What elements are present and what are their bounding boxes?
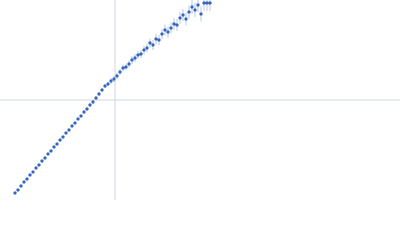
data-point [145,46,149,50]
data-point [163,28,167,32]
data-point [31,170,35,174]
data-point [157,38,161,42]
data-point [115,74,119,78]
data-point [160,32,164,36]
data-point [139,52,143,56]
data-point [205,1,209,5]
data-point [199,12,203,16]
data-point [151,43,155,47]
data-point [178,16,182,20]
data-point [130,58,134,62]
data-point [187,10,191,14]
data-point [46,152,50,156]
data-point [175,23,179,27]
data-point [133,56,137,60]
data-point [127,62,131,66]
data-point [109,79,113,83]
data-point [184,17,188,21]
data-point [79,114,83,118]
data-point [118,70,122,74]
data-point [61,135,65,139]
data-point [85,107,89,111]
chart [0,0,400,200]
data-point [40,159,44,163]
data-point [148,41,152,45]
data-point [25,177,29,181]
data-point [70,124,74,128]
data-point [94,96,98,100]
data-point [22,180,26,184]
data-point [100,88,104,92]
data-point [34,166,38,170]
data-point [43,156,47,160]
data-point [154,37,158,41]
data-point [52,145,56,149]
data-point [202,1,206,5]
data-point [13,191,17,195]
data-point [37,163,41,167]
data-point [142,48,146,52]
data-point [19,184,23,188]
data-point [97,92,101,96]
data-point [16,188,20,192]
data-point [103,84,107,88]
data-point [76,117,80,121]
data-point [190,5,194,9]
data-point [196,3,200,7]
data-point [112,77,116,81]
data-point [55,142,59,146]
data-point [73,121,77,125]
data-point [28,173,32,177]
data-point [67,128,71,132]
data-point [64,131,68,135]
data-point [49,149,53,153]
data-point [166,30,170,34]
data-point [91,100,95,104]
data-point [124,65,128,69]
data-point [136,53,140,57]
data-point [208,1,212,5]
data-point [121,66,125,70]
data-point [193,8,197,12]
page: {"chart_data": {"type": "scatter", "colo… [0,0,400,200]
data-point [181,13,185,17]
data-point [169,26,173,30]
data-point [88,103,92,107]
data-point [58,138,62,142]
data-point [82,110,86,114]
data-point [172,22,176,26]
data-point [106,82,110,86]
